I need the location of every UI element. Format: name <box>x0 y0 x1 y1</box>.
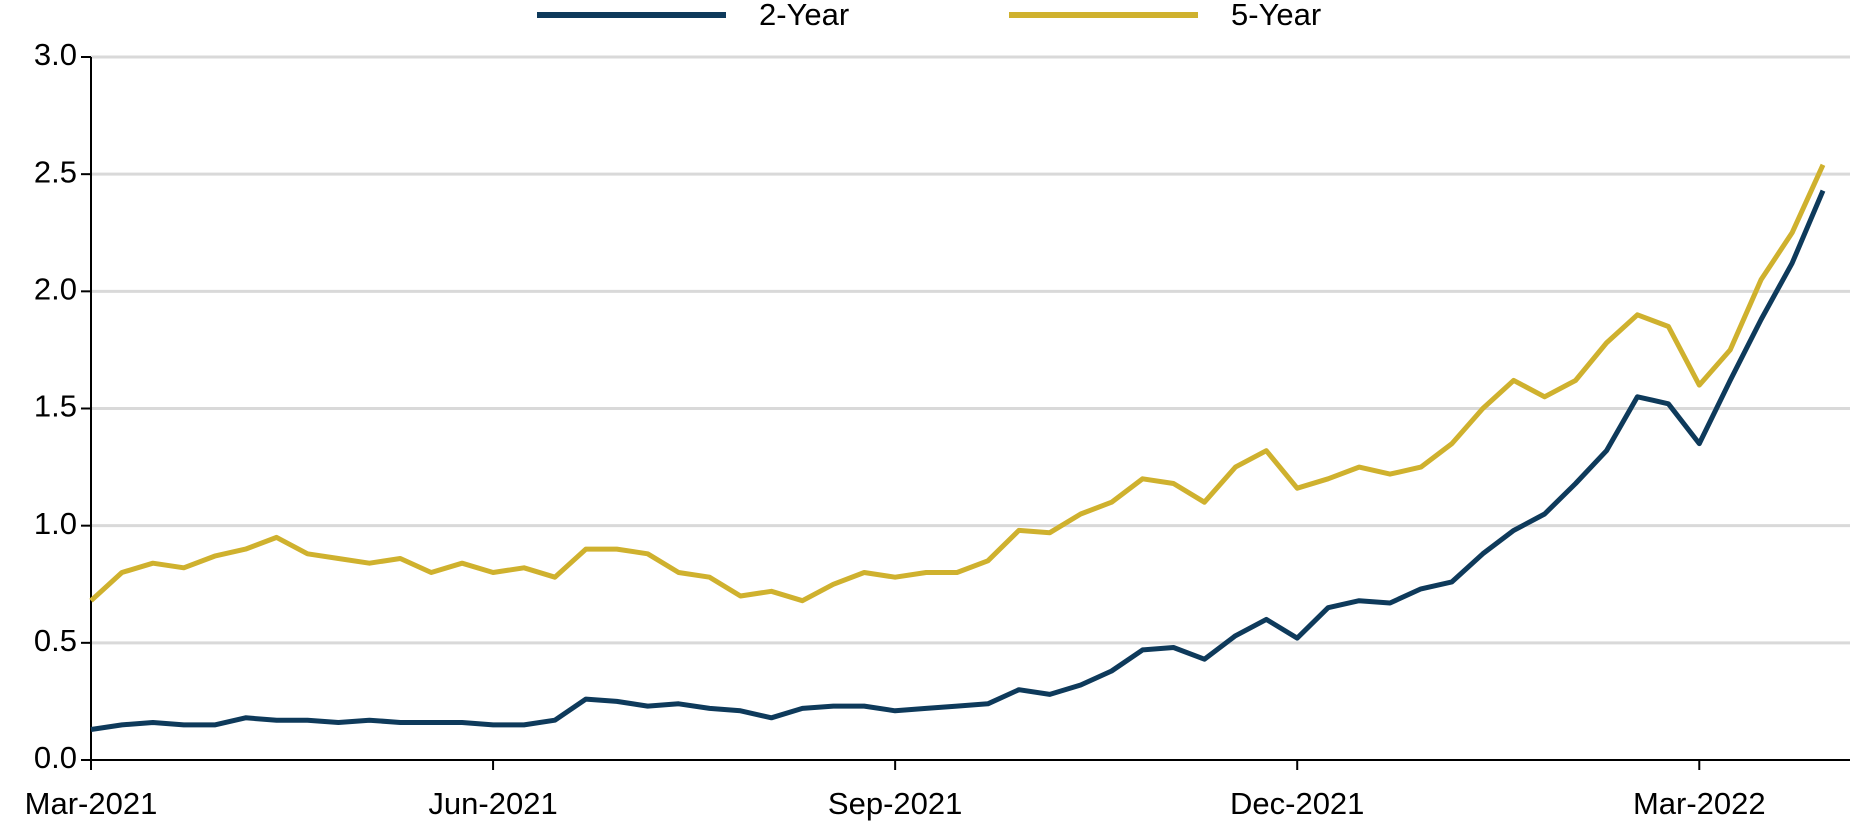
legend-label: 2-Year <box>759 0 849 32</box>
x-tick-label: Dec-2021 <box>1230 786 1364 821</box>
y-tick-label: 3.0 <box>34 37 77 72</box>
y-tick-label: 1.5 <box>34 389 77 424</box>
x-tick-label: Jun-2021 <box>428 786 557 821</box>
y-tick-label: 1.0 <box>34 506 77 541</box>
y-tick-label: 2.0 <box>34 272 77 307</box>
series-line <box>90 189 1826 732</box>
x-tick-label: Mar-2021 <box>25 786 158 821</box>
series-line <box>89 163 1826 604</box>
y-tick-label: 2.5 <box>34 154 77 189</box>
legend-label: 5-Year <box>1231 0 1321 32</box>
y-tick-label: 0.5 <box>34 623 77 658</box>
x-tick-label: Mar-2022 <box>1633 786 1766 821</box>
x-tick-label: Sep-2021 <box>828 786 962 821</box>
y-tick-label: 0.0 <box>34 740 77 775</box>
